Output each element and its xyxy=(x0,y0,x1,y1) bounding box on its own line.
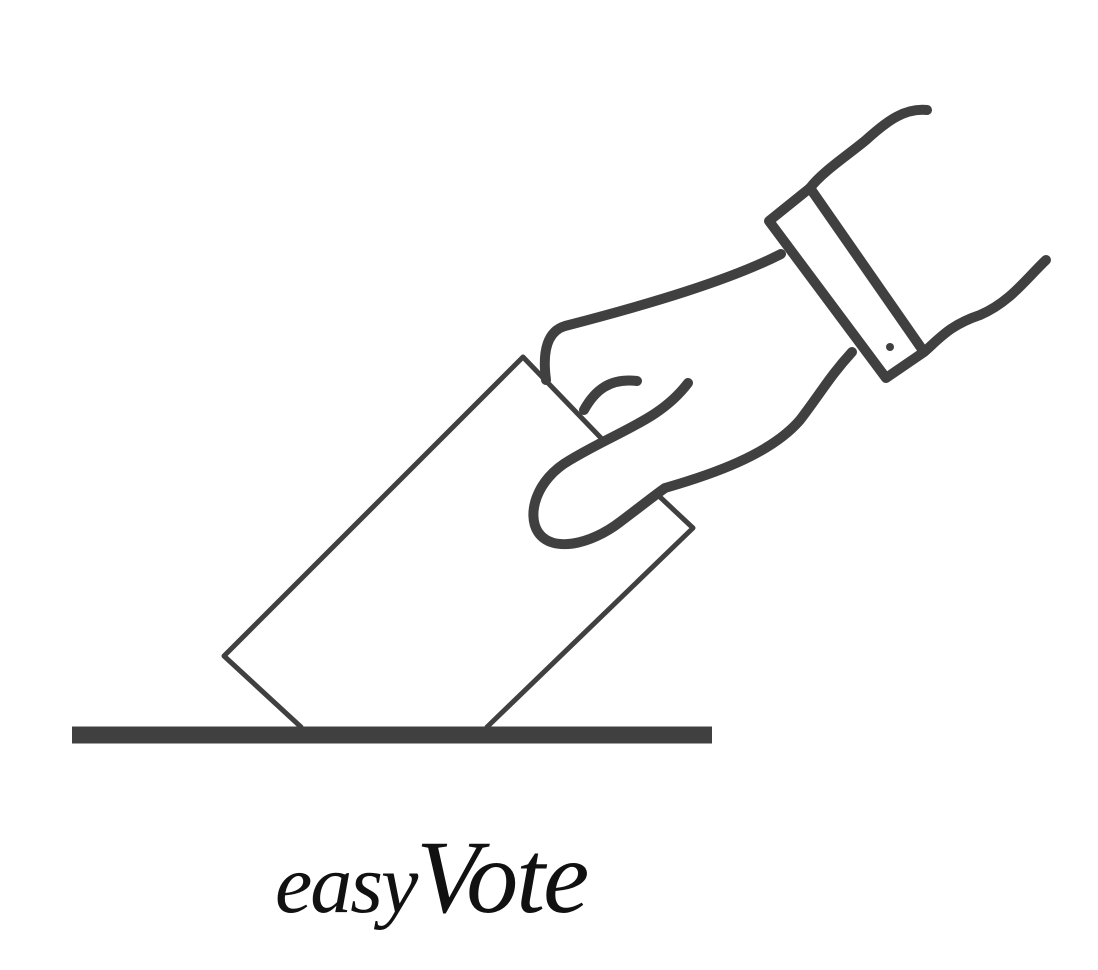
wordmark-easy: easy xyxy=(275,838,418,931)
wordmark-vote: Vote xyxy=(416,820,589,935)
sleeve-top xyxy=(805,104,932,193)
ballot-paper xyxy=(221,354,604,730)
hand-outline xyxy=(539,249,786,385)
sleeve-bottom xyxy=(919,255,1051,357)
ballot-paper-right-edge xyxy=(484,494,696,730)
index-finger xyxy=(528,347,857,550)
logo-wordmark: easyVote xyxy=(275,826,589,931)
thumb xyxy=(579,375,642,415)
cuff-button xyxy=(886,343,894,351)
shirt-cuff xyxy=(764,183,929,383)
